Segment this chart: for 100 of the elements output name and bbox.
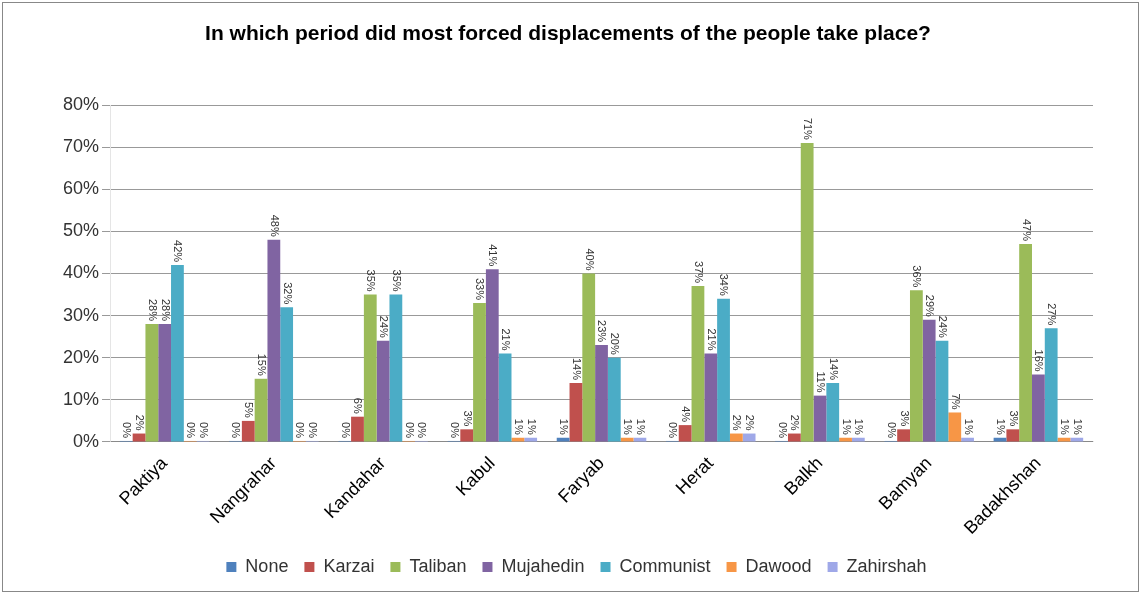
bar	[267, 239, 281, 442]
bar	[948, 412, 962, 442]
data-label: 40%	[583, 248, 596, 271]
data-label: 15%	[256, 353, 269, 376]
data-label: 29%	[924, 294, 937, 318]
bar	[351, 416, 364, 442]
data-label: 0%	[185, 422, 198, 439]
bar	[742, 433, 756, 442]
data-label: 0%	[294, 422, 307, 439]
y-tick-label: 0%	[73, 430, 100, 451]
data-label: 0%	[776, 422, 789, 439]
data-label: 0%	[403, 422, 416, 439]
bar	[158, 324, 172, 442]
data-label: 34%	[718, 273, 731, 296]
data-label: 27%	[1046, 303, 1059, 326]
legend-label: Dawood	[745, 555, 812, 576]
bar	[485, 269, 499, 442]
bar	[1006, 429, 1020, 442]
y-tick-label: 80%	[63, 93, 100, 114]
y-tick-label: 20%	[63, 346, 100, 367]
bar	[280, 307, 294, 442]
bar	[254, 378, 268, 442]
bar	[1044, 328, 1058, 442]
bar	[922, 319, 936, 442]
data-label: 20%	[609, 332, 622, 355]
data-label: 14%	[570, 357, 583, 381]
data-label: 2%	[134, 414, 147, 431]
data-label: 0%	[339, 422, 352, 439]
bar	[145, 324, 159, 442]
bar	[473, 302, 486, 442]
bar	[389, 294, 403, 442]
bar	[569, 382, 583, 442]
data-label: 42%	[172, 240, 185, 263]
data-label: 35%	[365, 269, 378, 292]
bar	[717, 298, 730, 442]
data-label: 1%	[558, 418, 571, 435]
data-label: 0%	[230, 422, 243, 439]
data-label: 36%	[911, 265, 924, 288]
bar	[460, 429, 474, 442]
data-label: 2%	[731, 414, 744, 431]
data-label: 1%	[525, 418, 538, 435]
bar	[826, 382, 840, 442]
data-label: 23%	[596, 320, 609, 343]
legend-label: Communist	[619, 555, 711, 576]
bar	[813, 395, 827, 442]
bar	[678, 425, 692, 442]
bar	[691, 286, 705, 442]
data-label: 71%	[802, 117, 815, 141]
data-label: 35%	[390, 269, 403, 292]
data-label: 41%	[487, 244, 500, 267]
data-label: 0%	[307, 422, 320, 439]
y-tick-label: 10%	[63, 388, 100, 409]
bar	[241, 420, 255, 442]
data-label: 2%	[789, 414, 802, 431]
bar	[498, 353, 512, 442]
bar	[171, 265, 184, 442]
legend-label: Taliban	[409, 555, 467, 576]
data-label: 0%	[121, 422, 134, 439]
data-label: 4%	[680, 406, 693, 423]
data-label: 3%	[898, 410, 911, 427]
data-label: 1%	[634, 418, 647, 435]
legend-label: Mujahedin	[501, 555, 585, 576]
bar	[376, 340, 390, 442]
data-label: 37%	[692, 261, 705, 284]
data-label: 1%	[853, 418, 866, 435]
data-label: 0%	[197, 422, 210, 439]
data-label: 2%	[744, 414, 757, 431]
data-label: 1%	[1071, 418, 1084, 435]
bar	[582, 273, 596, 442]
data-label: 1%	[962, 418, 975, 435]
bar	[1031, 374, 1045, 442]
data-label: 28%	[159, 298, 172, 322]
bar	[729, 433, 743, 442]
data-label: 14%	[827, 357, 840, 381]
data-label: 48%	[268, 214, 281, 237]
data-label: 21%	[705, 328, 718, 351]
data-label: 1%	[622, 418, 635, 435]
legend-label: Karzai	[323, 555, 375, 576]
y-tick-label: 40%	[63, 262, 100, 283]
legend-label: Zahirshah	[846, 555, 927, 576]
data-label: 5%	[243, 401, 256, 419]
data-label: 1%	[512, 418, 525, 435]
y-tick-label: 50%	[63, 220, 100, 241]
chart-title: In which period did most forced displacements of the people take place?	[204, 20, 932, 46]
data-label: 47%	[1020, 218, 1033, 242]
data-label: 0%	[667, 422, 680, 439]
bar	[935, 340, 949, 442]
bar	[787, 433, 801, 442]
data-label: 21%	[500, 328, 513, 351]
data-label: 33%	[474, 277, 487, 301]
data-label: 24%	[378, 315, 391, 339]
data-label: 6%	[352, 397, 365, 414]
y-tick-label: 70%	[63, 136, 100, 157]
bar	[897, 429, 910, 442]
data-label: 1%	[1058, 418, 1071, 435]
bar	[704, 353, 718, 442]
legend-label: None	[245, 555, 289, 576]
data-label: 3%	[461, 410, 474, 427]
bar	[363, 294, 377, 442]
data-label: 32%	[281, 282, 294, 305]
